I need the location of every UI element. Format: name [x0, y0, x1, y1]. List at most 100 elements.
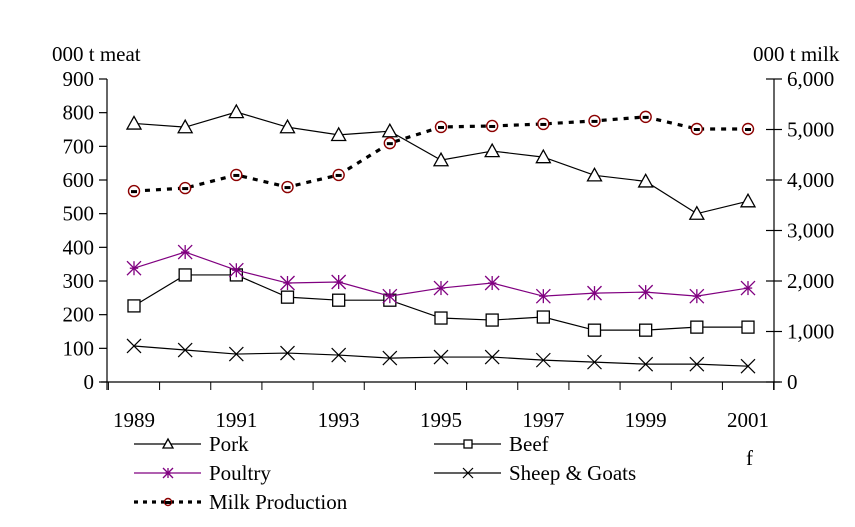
marker-asterisk [126, 260, 142, 276]
circle-marker-dot [386, 142, 393, 146]
marker-circle [230, 168, 243, 182]
series-milk-production [127, 110, 755, 198]
circle-marker-dot [642, 115, 649, 119]
legend-item-pork: Pork [134, 432, 249, 456]
circle-marker-dot [335, 173, 342, 177]
x-stroke [462, 467, 474, 479]
marker-circle [485, 119, 499, 133]
marker-triangle [161, 437, 175, 449]
triangle-marker [177, 118, 194, 134]
legend-label: Milk Production [209, 490, 348, 514]
square-marker [178, 268, 192, 282]
left-y-tick-label: 700 [63, 134, 95, 158]
circle-marker-dot [284, 186, 291, 190]
marker-square [485, 313, 499, 327]
x-tick-label: 1999 [625, 408, 667, 432]
marker-x [177, 342, 193, 358]
marker-square [536, 310, 550, 324]
left-y-tick-label: 800 [63, 101, 95, 125]
marker-triangle [228, 103, 245, 119]
triangle-marker [279, 118, 296, 134]
right-y-tick-label: 5,000 [787, 118, 834, 142]
marker-circle [741, 122, 755, 136]
x-stroke [126, 338, 142, 354]
square-marker [536, 310, 550, 324]
square-marker [434, 311, 448, 325]
marker-circle [281, 180, 294, 194]
x-stroke [382, 350, 398, 366]
marker-square [280, 290, 295, 304]
triangle-marker [432, 151, 450, 167]
marker-asterisk [228, 262, 244, 278]
marker-x [740, 358, 756, 374]
series-pork [125, 103, 757, 220]
marker-square [463, 439, 473, 449]
x-tick-label: 1995 [420, 408, 462, 432]
legend-label: Beef [509, 432, 549, 456]
circle-marker-dot [233, 173, 240, 177]
x-stroke [484, 349, 500, 365]
circle-marker-dot [489, 124, 496, 128]
square-marker [463, 439, 473, 449]
circle-marker-dot [540, 122, 547, 126]
marker-asterisk [587, 285, 602, 301]
marker-asterisk [433, 280, 449, 296]
square-marker [127, 299, 141, 313]
marker-square [434, 311, 448, 325]
marker-triangle [177, 118, 194, 134]
square-marker [587, 323, 602, 337]
circle-marker-dot [131, 190, 137, 194]
left-y-tick-label: 500 [63, 202, 95, 226]
right-axis-title: 000 t milk [753, 42, 840, 66]
marker-triangle [330, 126, 347, 142]
circle-marker-dot [165, 501, 171, 504]
marker-triangle [279, 118, 296, 134]
marker-asterisk [638, 284, 654, 300]
x-stroke [587, 354, 602, 370]
marker-asterisk [689, 288, 705, 304]
left-y-tick-label: 900 [63, 67, 95, 91]
marker-x [331, 347, 347, 363]
left-axis-title: 000 t meat [52, 42, 141, 66]
marker-circle [163, 497, 173, 507]
marker-triangle [688, 205, 705, 220]
x-stroke [433, 349, 449, 365]
legend-item-sheep-goats: Sheep & Goats [434, 461, 636, 485]
x-tick-label: 1989 [113, 408, 155, 432]
series-sheep-goats [126, 338, 756, 374]
marker-x [433, 349, 449, 365]
right-y-tick-label: 3,000 [787, 219, 834, 243]
left-y-tick-label: 100 [63, 336, 95, 360]
marker-x [126, 338, 142, 354]
triangle-marker [586, 166, 603, 182]
right-y-tick-label: 0 [787, 370, 798, 394]
right-y-tick-label: 4,000 [787, 168, 834, 192]
x-stroke [740, 358, 756, 374]
right-y-tick-label: 1,000 [787, 320, 834, 344]
triangle-marker [637, 173, 654, 188]
marker-x [587, 354, 602, 370]
marker-triangle [484, 142, 501, 158]
marker-circle [639, 110, 652, 124]
circle-marker-dot [693, 127, 700, 131]
x-stroke [177, 342, 193, 358]
marker-triangle [586, 166, 603, 182]
marker-triangle [432, 151, 450, 167]
marker-x [382, 350, 398, 366]
legend: Pork Beef Poultry Sheep & Goats Milk Product… [134, 432, 636, 514]
marker-circle [434, 120, 448, 134]
marker-circle [383, 136, 397, 150]
triangle-marker [161, 437, 175, 449]
legend-item-beef: Beef [434, 432, 549, 456]
x-stroke [689, 356, 705, 372]
marker-asterisk [740, 280, 756, 296]
x-stroke [228, 346, 244, 362]
triangle-marker [381, 122, 398, 138]
marker-triangle [535, 148, 552, 164]
x-tick-label: 1997 [522, 408, 564, 432]
left-y-tick-label: 200 [63, 303, 95, 327]
x-stroke [331, 347, 347, 363]
marker-square [639, 323, 653, 337]
left-y-tick-label: 0 [84, 370, 95, 394]
series-beef [127, 268, 755, 337]
